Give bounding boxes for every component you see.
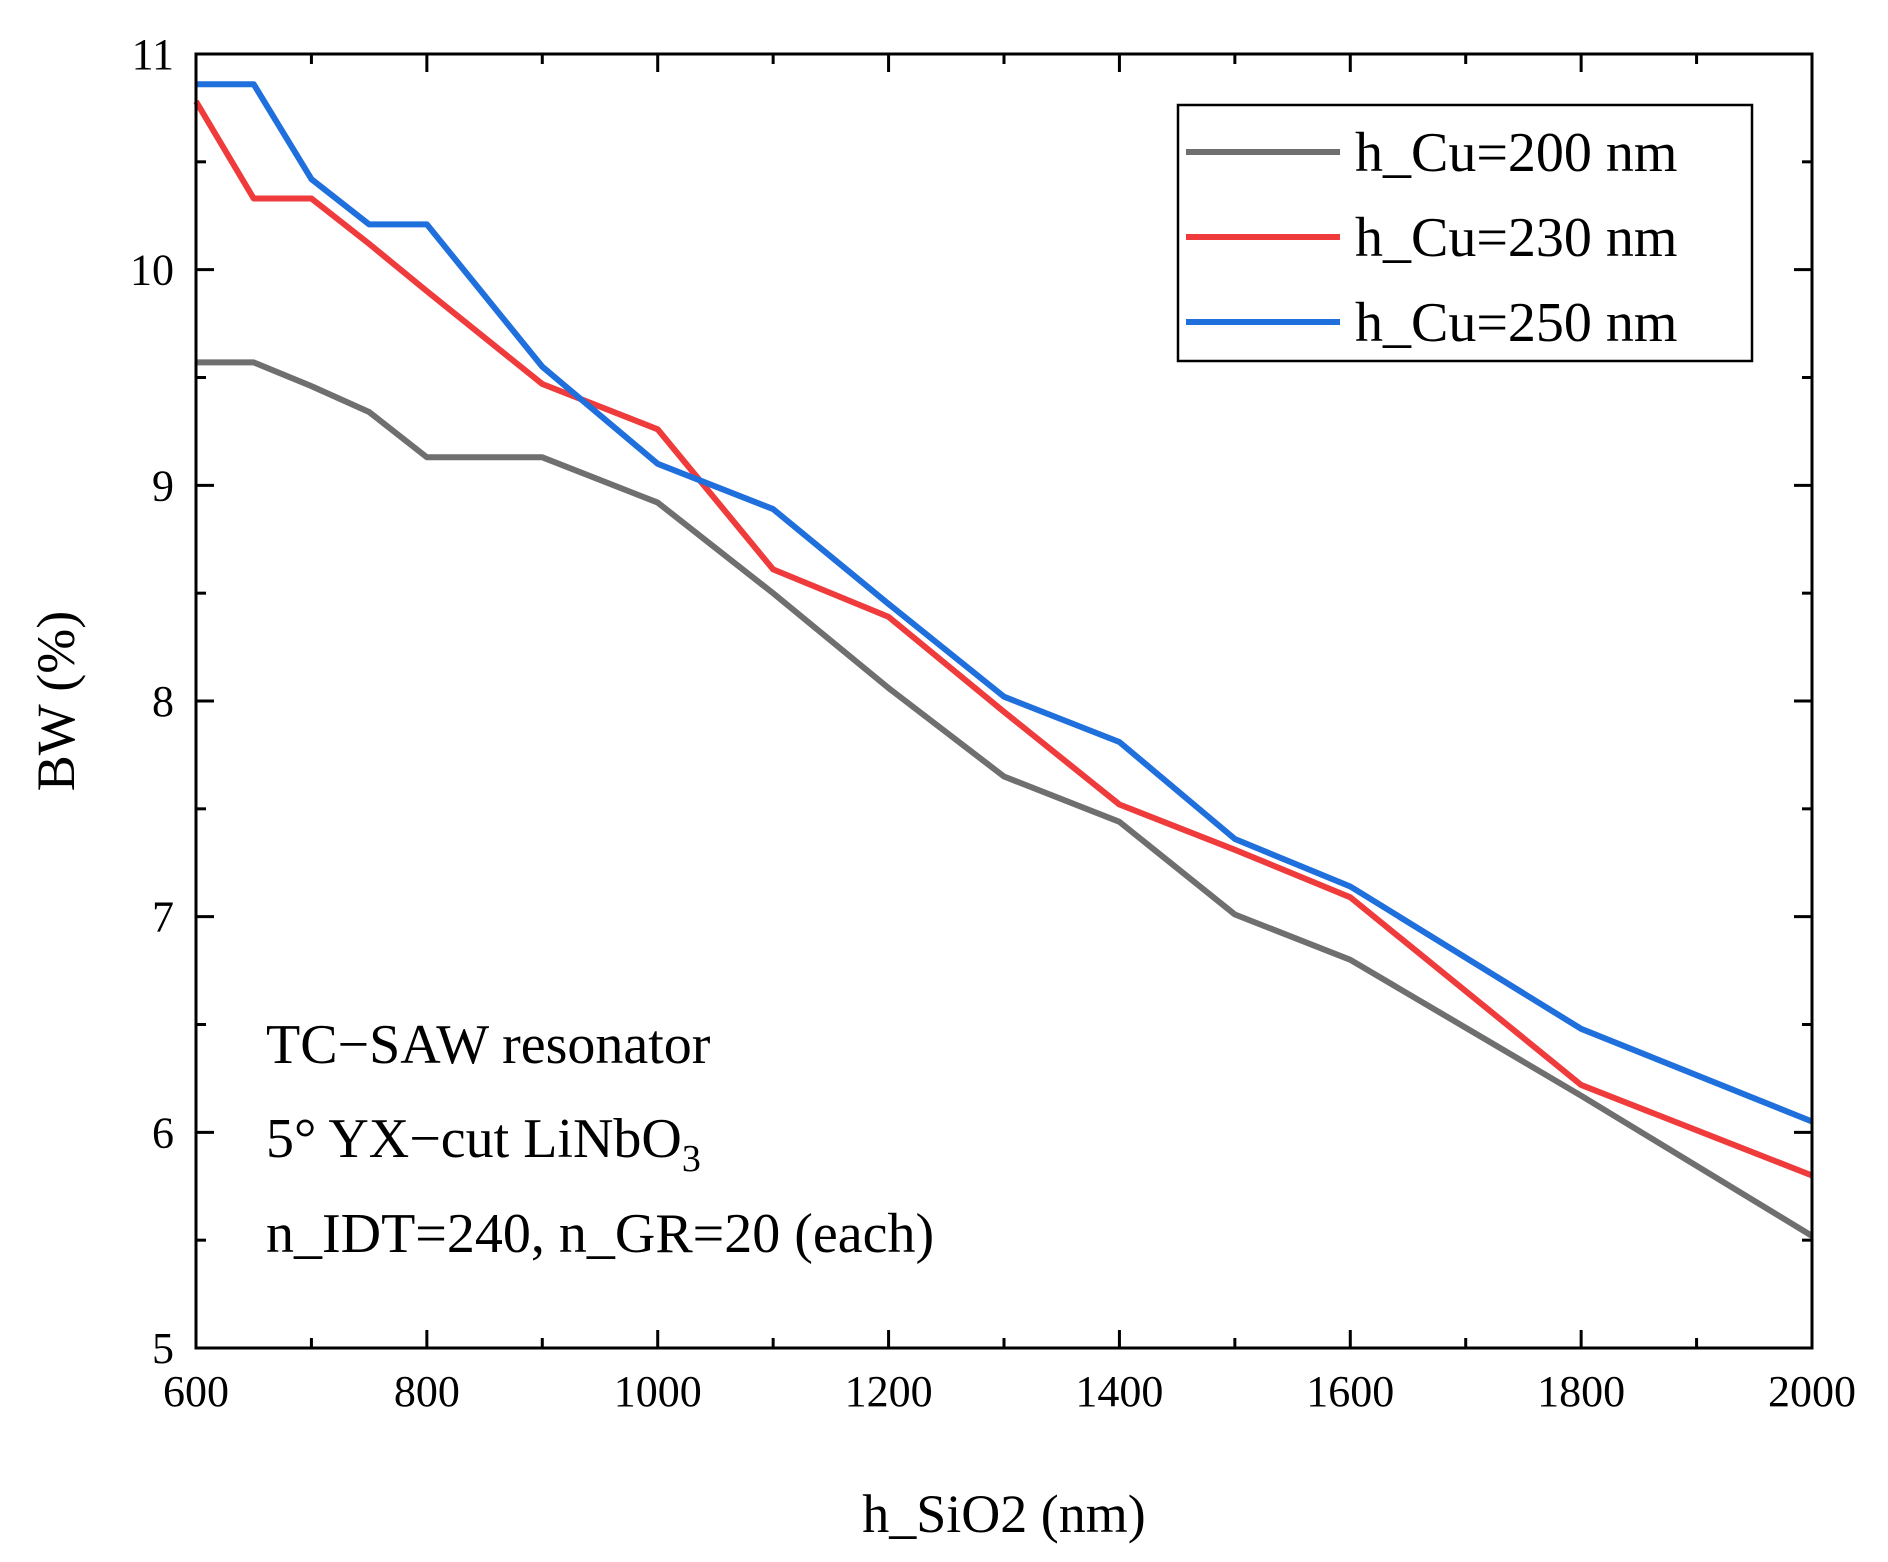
annotation-text-2: 5° YX−cut LiNbO3 <box>266 1108 701 1180</box>
legend-label-2: h_Cu=230 nm <box>1355 207 1678 269</box>
x-axis-label: h_SiO2 (nm) <box>862 1484 1146 1544</box>
series-line-2 <box>193 99 1814 1179</box>
annotation-layer: TC−SAW resonator 5° YX−cut LiNbO3 n_IDT=24… <box>266 1014 934 1265</box>
axis-label-layer: h_SiO2 (nm) BW (%) <box>26 611 1146 1544</box>
series-line-3 <box>196 81 1814 1125</box>
x-tick-label: 1200 <box>845 1367 933 1416</box>
y-axis-label: BW (%) <box>26 611 86 791</box>
x-tick-label: 1400 <box>1075 1367 1163 1416</box>
y-tick-label: 7 <box>152 893 174 942</box>
legend: h_Cu=200 nm h_Cu=230 nm h_Cu=250 nm <box>1176 103 1754 363</box>
legend-label-1: h_Cu=200 nm <box>1355 122 1678 184</box>
y-tick-label: 10 <box>130 246 174 295</box>
annotation-text-1: TC−SAW resonator <box>266 1014 711 1076</box>
legend-box <box>1176 103 1754 363</box>
y-tick-label: 9 <box>152 461 174 510</box>
annotation-subscript: 3 <box>682 1138 701 1180</box>
series-line-1 <box>196 359 1814 1239</box>
x-tick-label: 800 <box>394 1367 460 1416</box>
x-tick-label: 600 <box>163 1367 229 1416</box>
y-tick-label: 6 <box>152 1108 174 1157</box>
y-tick-label: 8 <box>152 677 174 726</box>
annotation-text-3: n_IDT=240, n_GR=20 (each) <box>266 1203 934 1265</box>
y-tick-label: 11 <box>132 30 174 79</box>
legend-label-3: h_Cu=250 nm <box>1355 292 1678 354</box>
x-tick-label: 1000 <box>614 1367 702 1416</box>
series-layer <box>193 81 1814 1239</box>
y-tick-label: 5 <box>152 1324 174 1373</box>
tick-layer: 600 800 1000 1200 1400 1600 1800 2000 5 6 7 8 9 10 11 <box>130 30 1856 1416</box>
x-tick-label: 1600 <box>1306 1367 1394 1416</box>
x-tick-label: 1800 <box>1537 1367 1625 1416</box>
x-tick-label: 2000 <box>1768 1367 1856 1416</box>
